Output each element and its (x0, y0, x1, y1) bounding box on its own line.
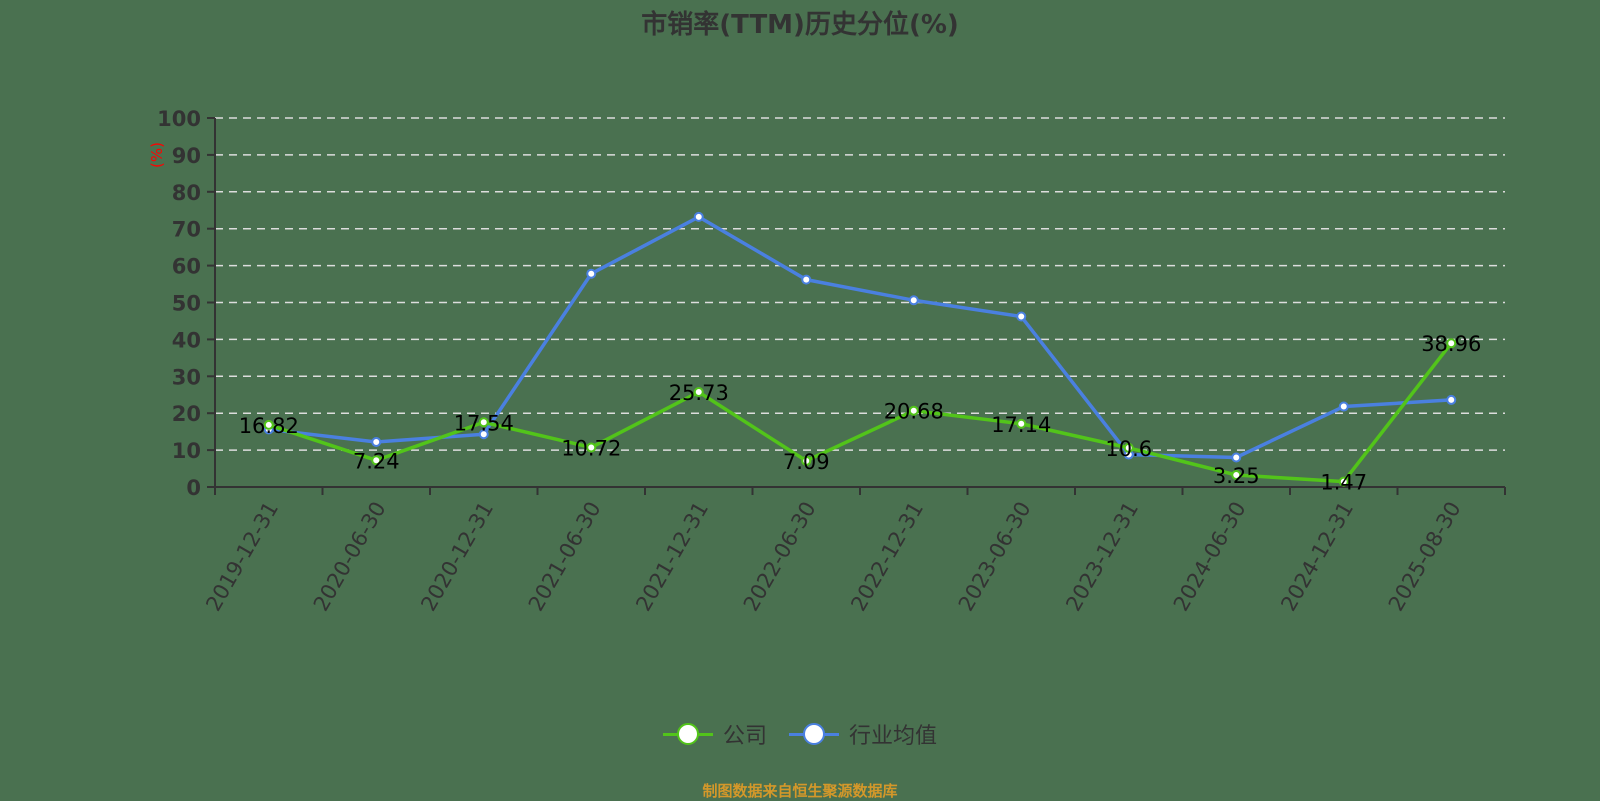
data-label: 38.96 (1421, 332, 1481, 356)
data-label: 7.24 (353, 449, 400, 473)
data-label: 1.47 (1320, 471, 1367, 495)
x-tick-label: 2025-08-30 (1384, 498, 1466, 616)
data-label: 17.14 (991, 413, 1051, 437)
y-tick-label: 80 (172, 181, 201, 205)
y-tick-label: 20 (172, 402, 201, 426)
data-point (693, 211, 704, 222)
x-tick-label: 2021-06-30 (524, 498, 606, 616)
data-point (263, 419, 274, 430)
y-tick-label: 50 (172, 292, 201, 316)
data-point (371, 436, 382, 447)
y-tick-label: 90 (172, 144, 201, 168)
data-point (1338, 476, 1349, 487)
data-label: 10.6 (1105, 437, 1152, 461)
data-label: 3.25 (1213, 464, 1260, 488)
legend-item-industry-average[interactable]: 行业均值 (789, 718, 937, 750)
data-point (908, 295, 919, 306)
line-chart: 0 10 20 30 40 50 60 70 80 90 100 (%) 2019-12-31 2020-… (148, 107, 1506, 616)
y-tick-label: 60 (172, 255, 201, 279)
data-point (1446, 338, 1457, 349)
legend-item-company[interactable]: 公司 (662, 718, 767, 750)
industry-average-line (268, 215, 1452, 460)
y-tick-label: 10 (172, 439, 201, 463)
data-label: 10.72 (561, 436, 621, 460)
x-tick-label: 2022-12-31 (846, 498, 928, 616)
legend-marker-icon (789, 722, 839, 746)
y-tick-label: 40 (172, 328, 201, 352)
data-label: 7.09 (783, 450, 830, 474)
source-note: 制图数据来自恒生聚源数据库 (702, 782, 898, 800)
data-point (801, 455, 812, 466)
y-tick-label: 70 (172, 218, 201, 242)
x-tick-label: 2024-06-30 (1169, 498, 1251, 616)
data-label: 25.73 (669, 381, 729, 405)
data-point (801, 274, 812, 285)
data-point (1123, 442, 1134, 453)
data-label: 16.82 (239, 414, 299, 438)
y-tick-label: 0 (186, 476, 201, 500)
data-label: 20.68 (884, 400, 944, 424)
data-point (1338, 401, 1349, 412)
chart-title: 市销率(TTM)历史分位(%) (641, 10, 959, 40)
data-point (478, 429, 489, 440)
x-tick-label: 2023-06-30 (954, 498, 1036, 616)
y-axis-title: (%) (148, 142, 166, 168)
data-point (586, 442, 597, 453)
data-point (1231, 452, 1242, 463)
data-point (1446, 394, 1457, 405)
y-tick-label: 100 (157, 107, 201, 131)
x-tick-label: 2022-06-30 (739, 498, 821, 616)
x-tick-label: 2020-12-31 (416, 498, 498, 616)
legend: 公司 行业均值 (0, 718, 1600, 750)
data-point (1016, 311, 1027, 322)
x-tick-label: 2020-06-30 (309, 498, 391, 616)
legend-label: 行业均值 (849, 724, 938, 749)
data-point (478, 417, 489, 428)
data-point (1231, 470, 1242, 481)
legend-marker-icon (662, 722, 713, 746)
data-label: 17.54 (454, 411, 514, 435)
data-point (1016, 418, 1027, 429)
x-tick-label: 2021-12-31 (631, 498, 713, 616)
data-point (371, 455, 382, 466)
data-point (908, 405, 919, 416)
x-tick-label: 2023-12-31 (1061, 498, 1143, 616)
company-line (268, 342, 1453, 484)
data-point (693, 387, 704, 398)
legend-label: 公司 (722, 724, 767, 749)
x-tick-label: 2024-12-31 (1276, 498, 1358, 616)
x-tick-label: 2019-12-31 (201, 498, 283, 616)
y-tick-label: 30 (172, 365, 201, 389)
data-point (586, 268, 597, 279)
